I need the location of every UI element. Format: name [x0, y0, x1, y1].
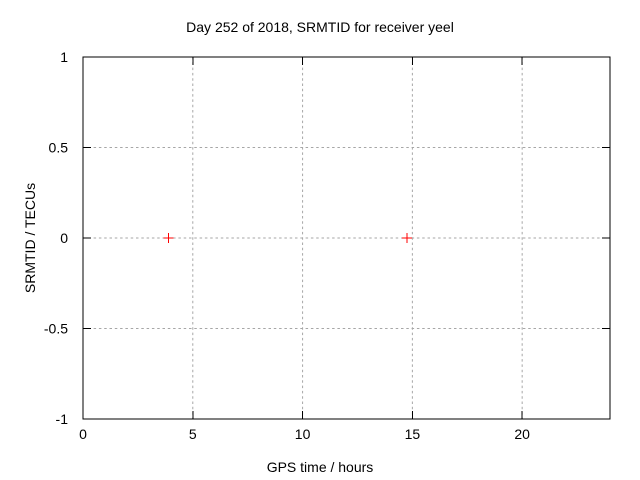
x-tick-label: 0: [79, 426, 87, 442]
x-tick-label: 15: [405, 426, 421, 442]
plot-border: [82, 56, 611, 420]
y-tick-label: 1: [60, 49, 68, 65]
y-tick-label: -1: [56, 411, 69, 427]
chart-title: Day 252 of 2018, SRMTID for receiver yee…: [186, 19, 454, 35]
y-tick-label: -0.5: [44, 321, 68, 337]
x-axis-label: GPS time / hours: [266, 459, 374, 475]
x-tick-label: 5: [189, 426, 197, 442]
x-tick-label: 20: [514, 426, 530, 442]
y-tick-label: 0.5: [49, 140, 69, 156]
y-tick-label: 0: [60, 230, 68, 246]
x-tick-label: 10: [295, 426, 311, 442]
